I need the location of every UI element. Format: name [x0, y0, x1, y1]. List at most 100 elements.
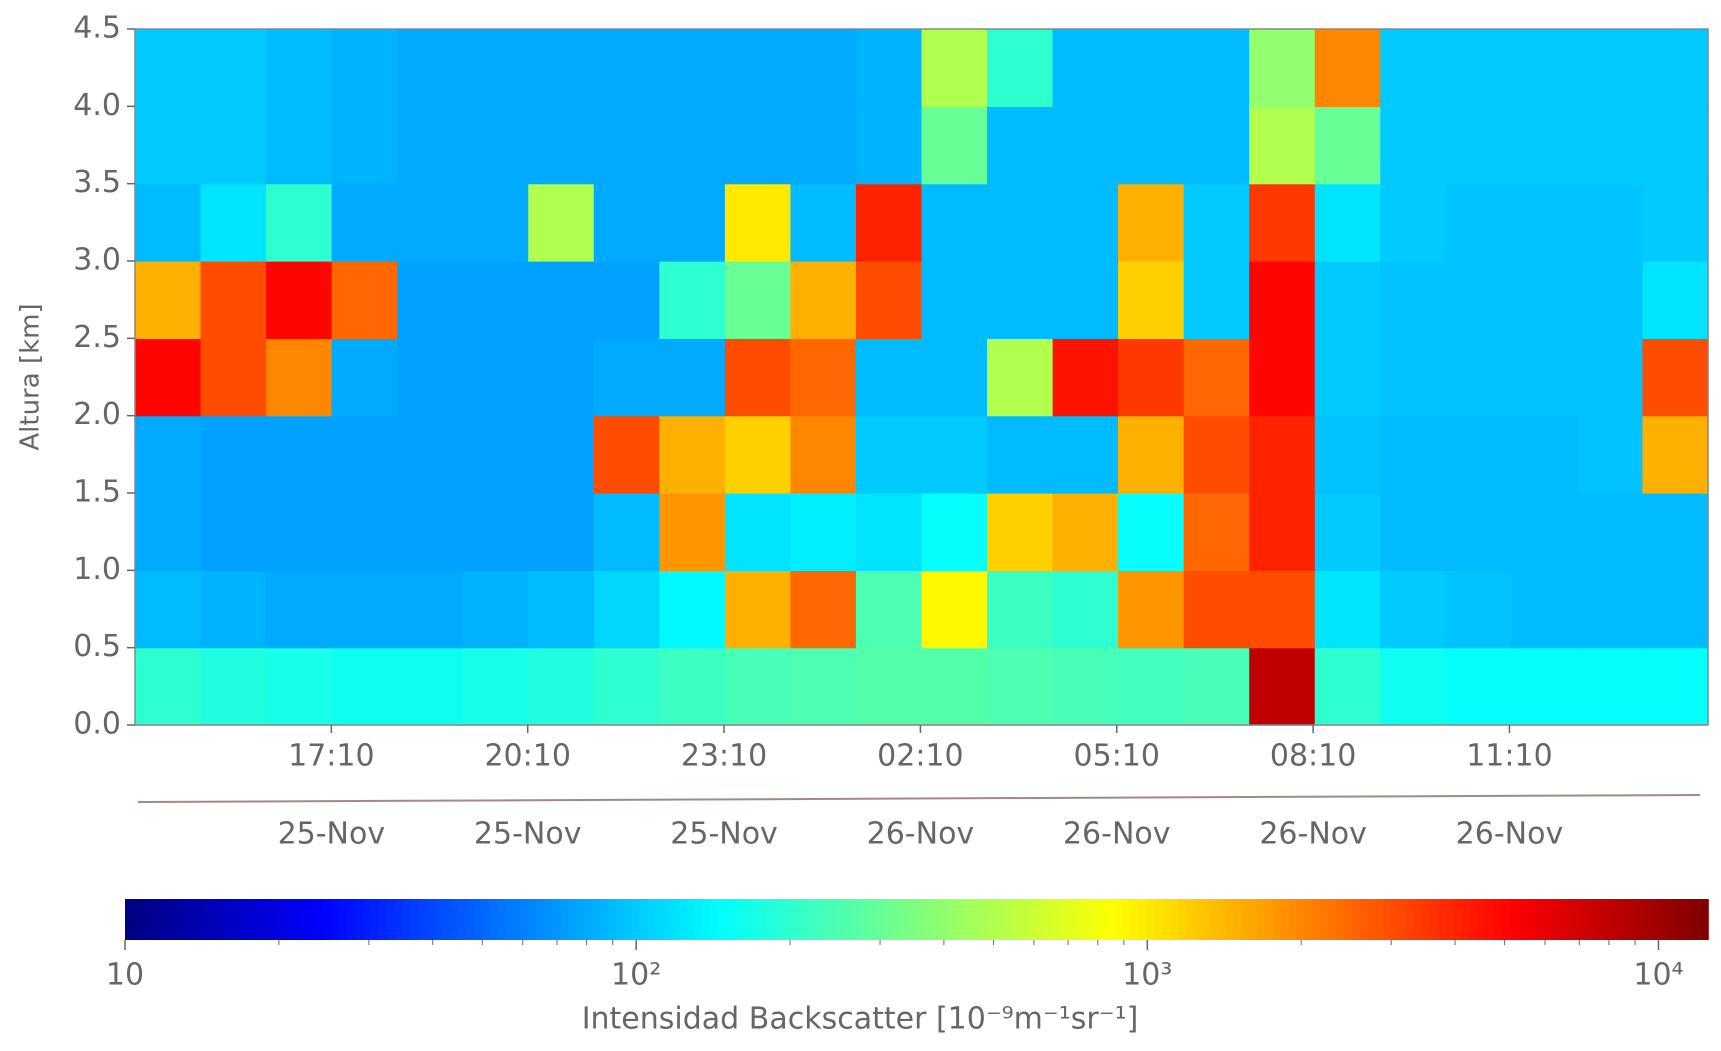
heat-cell	[1511, 338, 1578, 417]
heat-cell	[528, 106, 595, 185]
colorbar-segment	[1399, 899, 1409, 940]
heat-cell	[1445, 106, 1512, 185]
heat-cell	[790, 261, 857, 339]
colorbar-segment	[861, 899, 870, 940]
colorbar-segment	[489, 899, 498, 940]
colorbar-segment	[1383, 899, 1393, 940]
colorbar-segment	[1644, 899, 1654, 940]
heat-cell	[1118, 338, 1185, 417]
heat-cell	[1511, 570, 1578, 649]
colorbar-segment	[1430, 899, 1440, 940]
heat-cell	[1445, 29, 1512, 107]
heat-cell	[659, 415, 726, 494]
colorbar-segment	[1043, 899, 1052, 940]
heat-cell	[135, 261, 202, 339]
colorbar-segment	[607, 899, 617, 940]
colorbar-segment	[647, 899, 657, 940]
y-tick-label: 4.5	[73, 11, 121, 46]
heat-cell	[1445, 415, 1512, 494]
heat-cell	[528, 415, 595, 494]
heat-cell	[397, 647, 464, 726]
colorbar-tick-label: 10	[106, 958, 144, 993]
colorbar-segment	[204, 899, 213, 940]
colorbar-segment	[1058, 899, 1068, 940]
y-tick-label: 1.0	[73, 552, 121, 587]
heat-cell	[1314, 570, 1381, 649]
heat-cell	[1380, 106, 1447, 185]
colorbar-segment	[1478, 899, 1488, 940]
heat-cell	[1249, 29, 1316, 107]
colorbar-segment	[1565, 899, 1575, 940]
heat-cell	[659, 261, 726, 339]
heat-cell	[1314, 261, 1381, 339]
colorbar-segment	[1225, 899, 1234, 940]
heat-cell	[593, 415, 660, 494]
heat-cell	[921, 106, 988, 185]
colorbar-segment	[679, 899, 688, 940]
colorbar-segment	[156, 899, 166, 940]
colorbar-segment	[1375, 899, 1385, 940]
heat-cell	[1118, 261, 1185, 339]
heat-cell	[200, 493, 267, 571]
heat-cell	[1249, 261, 1316, 339]
colorbar-segment	[1502, 899, 1511, 940]
heat-cell	[1642, 261, 1709, 339]
heat-cell	[1118, 415, 1185, 494]
colorbar-segment	[671, 899, 680, 940]
heat-cell	[659, 493, 726, 571]
heat-cell	[593, 106, 660, 185]
colorbar-segment	[1367, 899, 1377, 940]
heat-cell	[1445, 493, 1512, 571]
heat-cell	[331, 415, 398, 494]
heat-cell	[1511, 261, 1578, 339]
colorbar-segment	[1328, 899, 1337, 940]
heat-cell	[1118, 570, 1185, 649]
colorbar-segment	[560, 899, 570, 940]
heat-cell	[921, 338, 988, 417]
heat-cell	[135, 570, 202, 649]
heat-cell	[1314, 183, 1381, 262]
colorbar-segment	[694, 899, 704, 940]
colorbar-segment	[1510, 899, 1519, 940]
colorbar-segment	[1122, 899, 1132, 940]
heat-cell	[200, 338, 267, 417]
heat-cell	[1380, 415, 1447, 494]
heat-cell	[987, 261, 1054, 339]
y-tick-label: 3.5	[73, 165, 121, 200]
colorbar-segment	[433, 899, 443, 940]
colorbar-segment	[354, 899, 364, 940]
heat-cell	[724, 338, 792, 417]
heat-cell	[790, 338, 857, 417]
colorbar-segment	[1256, 899, 1266, 940]
colorbar-segment	[1312, 899, 1321, 940]
heat-cell	[266, 106, 333, 185]
heat-cell	[1314, 415, 1381, 494]
heat-cell	[1183, 338, 1250, 417]
heat-cell	[331, 570, 398, 649]
colorbar-segment	[504, 899, 514, 940]
heat-cell	[397, 183, 464, 262]
heat-cell	[659, 183, 726, 262]
heat-cell	[1380, 493, 1447, 571]
heat-cell	[200, 415, 267, 494]
heat-cell	[1576, 106, 1644, 185]
heat-cell	[855, 493, 923, 571]
heat-cell	[1511, 415, 1578, 494]
colorbar-segment	[1146, 899, 1155, 940]
colorbar-segment	[979, 899, 989, 940]
heat-cell	[724, 261, 792, 339]
heat-cell	[266, 415, 333, 494]
heat-cell	[528, 29, 595, 107]
colorbar-segment	[1003, 899, 1013, 940]
heat-cell	[1445, 338, 1512, 417]
heat-cell	[987, 415, 1054, 494]
colorbar-segment	[1494, 899, 1504, 940]
heat-cell	[200, 647, 267, 726]
colorbar-segment	[686, 899, 696, 940]
heat-cell	[1642, 493, 1709, 571]
heat-cell	[1052, 29, 1119, 107]
heat-cell	[1576, 338, 1644, 417]
colorbar-segment	[1106, 899, 1116, 940]
colorbar-segment	[758, 899, 767, 940]
heat-cell	[1249, 415, 1316, 494]
